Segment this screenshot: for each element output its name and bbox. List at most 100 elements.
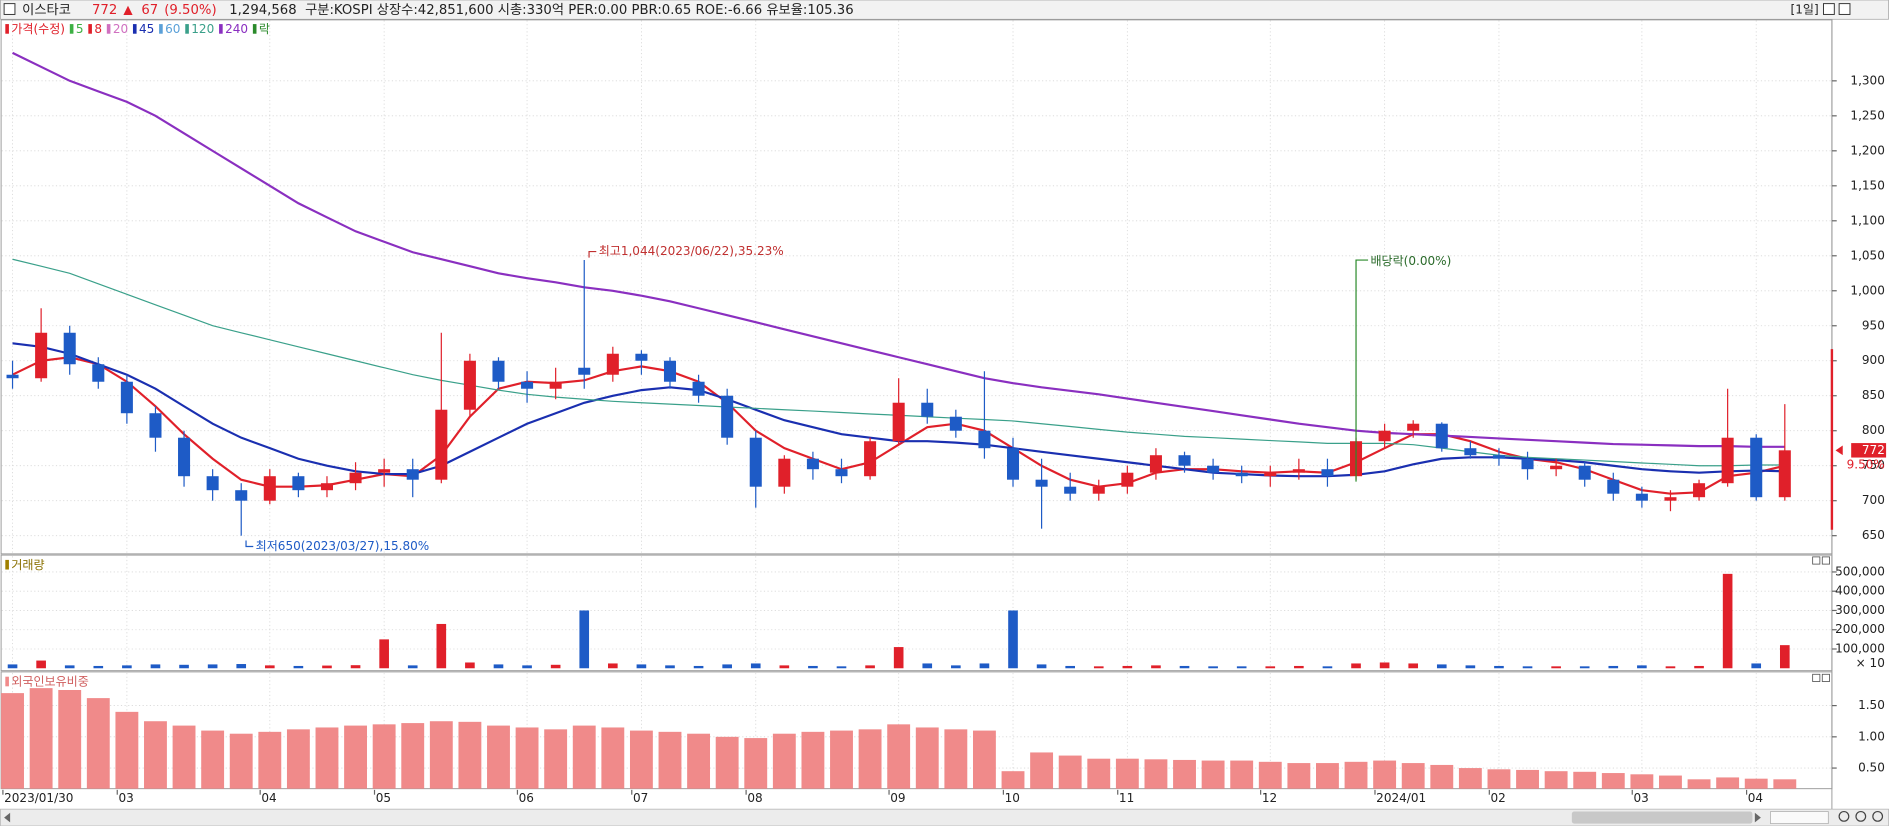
- checkbox[interactable]: [3, 3, 16, 15]
- bar: [64, 665, 75, 669]
- last-price-label: 772: [1862, 443, 1885, 457]
- candle-body: [349, 472, 362, 484]
- bar: [1201, 760, 1225, 789]
- candle-body: [263, 476, 276, 501]
- bar: [1779, 645, 1790, 669]
- panel-title-swatch: [5, 676, 9, 687]
- y-tick-label: 100,000: [1835, 642, 1885, 656]
- bar: [122, 665, 132, 669]
- candle-body: [292, 476, 305, 491]
- bar: [258, 731, 282, 789]
- legend-label: 45: [139, 22, 154, 36]
- bar: [1230, 760, 1254, 789]
- change-rate: (9.50%): [164, 3, 216, 18]
- price: 772: [92, 3, 117, 18]
- x-tick-label: 11: [1119, 791, 1134, 805]
- candle-body: [1378, 430, 1391, 442]
- bar: [293, 665, 304, 669]
- scroll-right[interactable]: [1754, 812, 1761, 823]
- bar: [1522, 666, 1533, 669]
- bar: [436, 623, 447, 669]
- x-tick-label: 04: [1748, 791, 1763, 805]
- bar: [972, 730, 996, 789]
- candle-body: [92, 364, 105, 382]
- bar: [58, 689, 82, 789]
- candle-body: [578, 367, 591, 375]
- scroll-thumb[interactable]: [1571, 811, 1753, 824]
- bar: [608, 663, 618, 669]
- zoom-slider[interactable]: [1770, 811, 1829, 824]
- candle-body: [1750, 437, 1763, 498]
- bar: [893, 647, 904, 669]
- bar: [429, 721, 453, 789]
- bar: [1630, 774, 1654, 789]
- window-button[interactable]: [1822, 3, 1835, 15]
- candle-body: [6, 374, 19, 379]
- candle-body: [1578, 465, 1591, 480]
- bar: [544, 729, 568, 789]
- zoom-in[interactable]: [1838, 810, 1850, 822]
- candle-body: [892, 402, 905, 442]
- legend-swatch: [219, 24, 223, 34]
- y-tick-label: 300,000: [1835, 603, 1885, 617]
- panel-button[interactable]: [1812, 556, 1821, 565]
- bar: [201, 730, 225, 789]
- bar: [1030, 752, 1054, 789]
- legend-swatch: [88, 24, 92, 34]
- bar: [1001, 771, 1025, 789]
- candle-body: [1035, 479, 1048, 487]
- candle-body: [63, 332, 76, 365]
- stock-info: 구분:KOSPI 상장수:42,851,600 시총:330억 PER:0.00…: [305, 2, 854, 18]
- bar: [951, 665, 961, 669]
- candle-body: [1521, 458, 1534, 470]
- scroll-left[interactable]: [4, 812, 11, 823]
- candle-body: [406, 469, 419, 480]
- panel-button[interactable]: [1821, 673, 1830, 682]
- bar: [144, 721, 167, 789]
- candle-body: [635, 353, 648, 361]
- bar: [887, 724, 911, 789]
- bar: [93, 665, 104, 669]
- bar: [1151, 665, 1161, 669]
- bar: [36, 660, 46, 669]
- legend-swatch: [106, 24, 111, 34]
- bar: [493, 664, 504, 669]
- bar: [1344, 761, 1368, 789]
- bar: [1065, 665, 1075, 669]
- candle-body: [1721, 437, 1734, 484]
- candle-body: [721, 395, 734, 438]
- x-tick-label: 09: [890, 791, 905, 805]
- candle-body: [1464, 448, 1477, 456]
- bar: [1694, 665, 1704, 669]
- bar: [858, 729, 882, 789]
- zoom-out[interactable]: [1855, 810, 1867, 822]
- bar: [1236, 666, 1247, 669]
- bar: [750, 663, 761, 669]
- candle-body: [1778, 450, 1791, 498]
- bar: [1751, 663, 1762, 669]
- bar: [636, 664, 647, 669]
- bar: [693, 665, 704, 669]
- bar: [579, 610, 590, 669]
- panel-title: 외국인보유비중: [11, 675, 88, 689]
- period-button[interactable]: [1일]: [1791, 3, 1819, 17]
- panel-button[interactable]: [1812, 673, 1821, 682]
- bar: [487, 725, 510, 789]
- panel-title: 거래량: [11, 558, 44, 572]
- zoom-reset[interactable]: [1872, 810, 1884, 822]
- bar: [865, 665, 875, 669]
- bar: [629, 730, 653, 789]
- bar: [322, 665, 332, 669]
- candle-body: [1321, 469, 1334, 477]
- candle-body: [978, 430, 991, 449]
- candle-body: [1006, 448, 1020, 480]
- bar: [1179, 665, 1190, 669]
- candle-body: [1064, 486, 1077, 494]
- window-button[interactable]: [1838, 3, 1851, 15]
- panel-button[interactable]: [1821, 556, 1830, 565]
- bar: [29, 688, 53, 789]
- y-tick-label: 950: [1862, 318, 1885, 332]
- bar: [1115, 758, 1139, 789]
- bar: [1322, 666, 1333, 669]
